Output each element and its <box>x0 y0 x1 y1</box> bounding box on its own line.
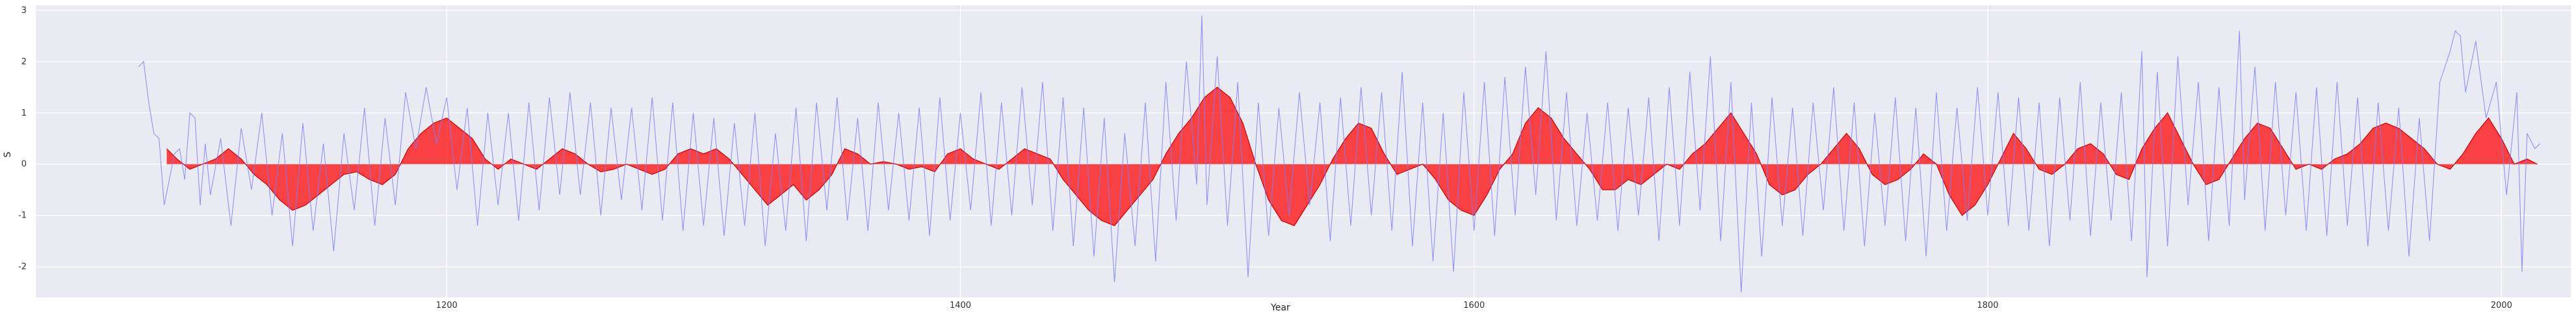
y-tick-label: 3 <box>21 6 27 16</box>
x-tick-label: 2000 <box>2491 301 2512 310</box>
y-tick-label: 0 <box>21 160 27 170</box>
x-tick-label: 1400 <box>950 301 971 310</box>
y-axis-title: S <box>3 151 13 157</box>
smoothed-area <box>166 87 2538 226</box>
x-tick-label: 1800 <box>1977 301 1998 310</box>
y-tick-label: -1 <box>18 211 27 221</box>
annual-line-layer <box>138 15 2540 293</box>
x-axis-title: Year <box>1270 303 1290 313</box>
annual-line <box>138 15 2540 293</box>
x-tick-label: 1600 <box>1463 301 1485 310</box>
tick-labels: 1200 1400 1600 1800 2000 -2 -1 0 1 2 3 <box>18 6 2512 310</box>
y-tick-label: 2 <box>21 57 27 67</box>
y-tick-label: 1 <box>21 108 27 118</box>
x-tick-label: 1200 <box>436 301 458 310</box>
y-tick-label: -2 <box>18 262 27 272</box>
